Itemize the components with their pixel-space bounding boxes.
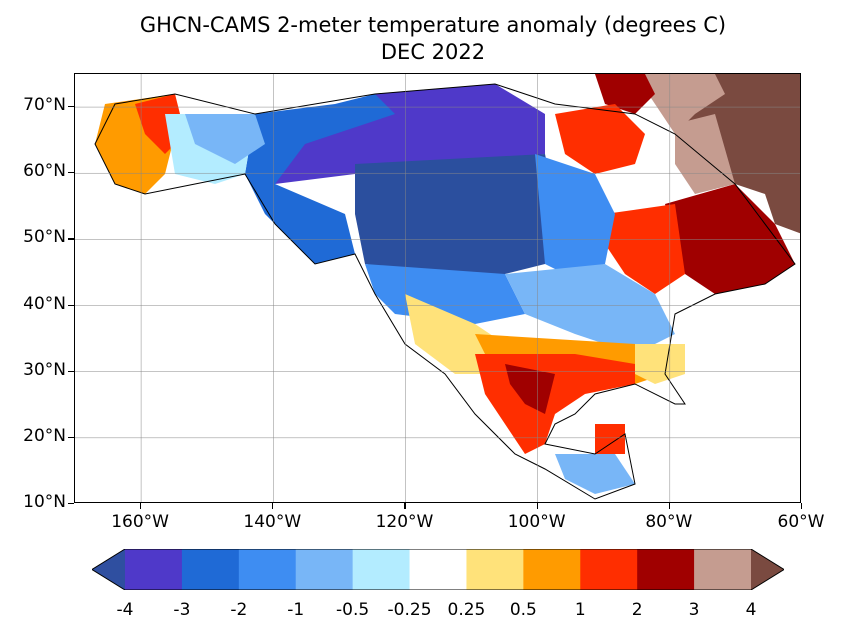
lat-tick bbox=[68, 172, 74, 174]
colorbar-tick-label: 2 bbox=[631, 600, 643, 620]
region-southeast bbox=[635, 344, 685, 384]
colorbar-tick-label: 1 bbox=[574, 600, 586, 620]
region-alaska-blue bbox=[185, 114, 265, 164]
colorbar-segment bbox=[580, 549, 638, 590]
colorbar-segment bbox=[523, 549, 581, 590]
colorbar-tick-label: -0.25 bbox=[387, 600, 432, 620]
lat-tick-label: 50°N bbox=[23, 227, 66, 248]
colorbar-tick-label: -2 bbox=[230, 600, 248, 620]
map-subtitle: DEC 2022 bbox=[380, 40, 486, 64]
lat-tick-label: 30°N bbox=[23, 359, 66, 380]
region-ontario-quebec bbox=[605, 204, 685, 294]
lon-tick bbox=[404, 503, 406, 509]
colorbar-segment bbox=[295, 549, 354, 590]
colorbar-high-extend bbox=[751, 549, 784, 590]
lat-tick bbox=[68, 503, 74, 505]
region-greenland-red bbox=[595, 74, 655, 114]
lon-tick-label: 160°W bbox=[111, 512, 169, 532]
region-mexico-hot bbox=[505, 364, 555, 414]
lon-tick-label: 100°W bbox=[507, 512, 566, 532]
colorbar-tick-label: 4 bbox=[745, 600, 757, 620]
lat-tick bbox=[68, 304, 74, 306]
lon-tick-label: 80°W bbox=[645, 512, 693, 532]
region-greenland bbox=[675, 74, 800, 234]
colorbar-low-extend bbox=[92, 549, 125, 590]
colorbar-tick-label: 3 bbox=[688, 600, 700, 620]
colorbar-segment bbox=[409, 549, 467, 590]
lat-tick bbox=[68, 370, 74, 372]
region-hudson-warm bbox=[555, 104, 645, 174]
coastline-north-america bbox=[94, 83, 796, 500]
colorbar-segment bbox=[694, 549, 752, 590]
region-yucatan bbox=[595, 424, 625, 454]
region-western-canada bbox=[245, 94, 395, 264]
lat-tick bbox=[68, 106, 74, 108]
region-greenland-tan bbox=[635, 74, 725, 134]
lat-tick-label: 40°N bbox=[23, 293, 66, 314]
colorbar-tick-label: -4 bbox=[116, 600, 134, 620]
lat-tick bbox=[68, 238, 74, 240]
region-prairies-deep-cold bbox=[355, 154, 555, 274]
colorbar-segment bbox=[352, 549, 411, 590]
colorbar-svg bbox=[91, 548, 785, 591]
region-quebec-tan bbox=[675, 114, 735, 194]
map-title: GHCN-CAMS 2-meter temperature anomaly (d… bbox=[139, 13, 727, 37]
map-panel[interactable] bbox=[74, 73, 801, 503]
lon-tick bbox=[801, 503, 803, 509]
colorbar-segment bbox=[125, 549, 183, 590]
colorbar-segment bbox=[238, 549, 297, 590]
lat-tick-label: 20°N bbox=[23, 425, 66, 446]
colorbar-segment bbox=[637, 549, 695, 590]
colorbar-tick-label: -1 bbox=[287, 600, 305, 620]
colorbar-segment bbox=[466, 549, 524, 590]
lat-tick-label: 10°N bbox=[23, 492, 66, 512]
colorbar bbox=[91, 548, 785, 591]
lat-tick bbox=[68, 436, 74, 439]
lon-tick-label: 120°W bbox=[375, 512, 434, 532]
region-ontario bbox=[535, 154, 615, 274]
region-us-west-cold bbox=[365, 264, 525, 324]
colorbar-segment bbox=[181, 549, 240, 590]
lon-tick-label: 60°W bbox=[777, 512, 825, 532]
region-quebec-labrador bbox=[665, 184, 795, 294]
lon-tick bbox=[140, 503, 142, 509]
lon-tick bbox=[536, 503, 538, 509]
lat-tick-label: 60°N bbox=[23, 161, 66, 182]
anomaly-map bbox=[75, 74, 800, 502]
lon-tick bbox=[668, 503, 670, 509]
lon-tick-label: 140°W bbox=[243, 512, 302, 532]
colorbar-tick-label: -3 bbox=[173, 600, 191, 620]
lon-tick bbox=[272, 503, 274, 509]
gridlines bbox=[75, 74, 800, 502]
colorbar-tick-label: -0.5 bbox=[336, 600, 370, 620]
region-us-midwest-east bbox=[505, 264, 675, 354]
region-central-america bbox=[555, 454, 635, 494]
lat-tick-label: 70°N bbox=[23, 95, 66, 116]
colorbar-tick-label: 0.5 bbox=[509, 600, 537, 620]
colorbar-tick-label: 0.25 bbox=[447, 600, 486, 620]
